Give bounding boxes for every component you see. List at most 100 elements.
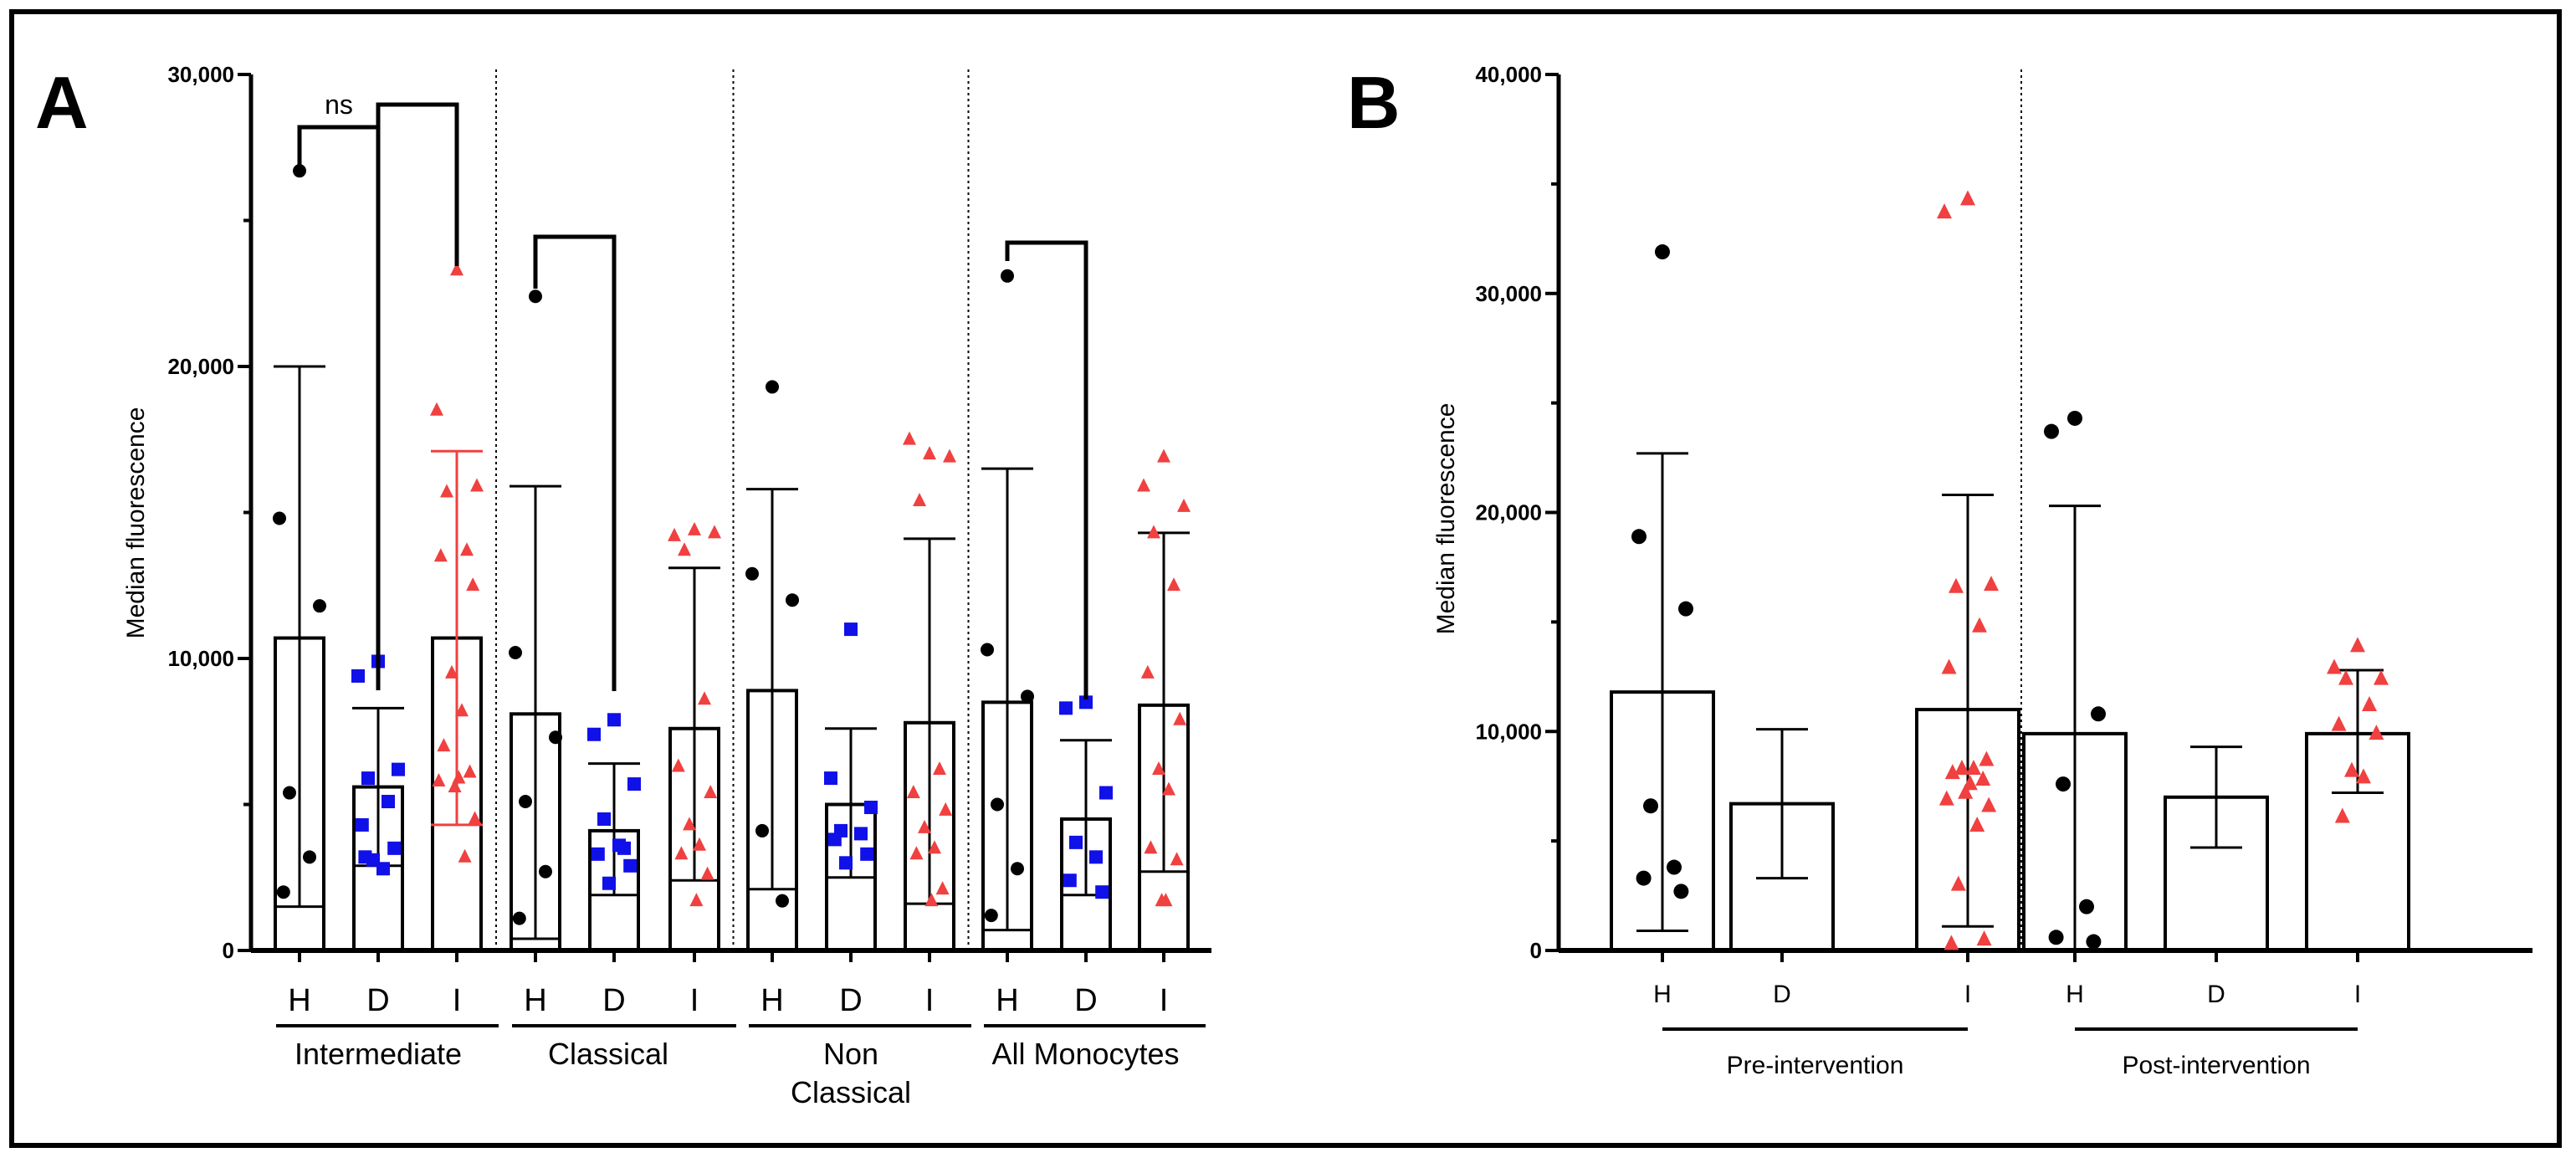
data-point-i	[1157, 448, 1170, 463]
data-point-h	[1667, 859, 1682, 875]
data-point-h	[519, 795, 532, 809]
data-point-h	[2079, 899, 2094, 914]
data-point-d	[587, 727, 601, 741]
data-point-i	[2362, 696, 2377, 712]
x-tick-label: I	[690, 983, 699, 1018]
data-point-d	[351, 669, 365, 683]
data-point-i	[463, 764, 477, 778]
data-point-i	[698, 691, 711, 705]
data-point-i	[1950, 875, 1966, 891]
y-tick-label: 20,000	[1475, 500, 1542, 525]
data-point-i	[445, 664, 458, 679]
data-point-d	[591, 847, 605, 861]
data-point-i	[1938, 790, 1954, 806]
panel-b-plot: 0 10,000 20,000 30,000 40,000 H D I Pre-interven…	[1475, 62, 2532, 1079]
data-point-i	[466, 577, 480, 592]
x-tick-label: D	[839, 983, 862, 1018]
group-label: Pre-intervention	[1727, 1052, 1904, 1079]
data-point-d	[1089, 850, 1103, 864]
data-point-i	[693, 837, 706, 851]
data-point-i	[452, 770, 466, 784]
data-point-h	[745, 566, 759, 581]
data-point-i	[688, 521, 701, 535]
x-tick-label: I	[1964, 981, 1971, 1008]
data-point-i	[689, 893, 704, 907]
data-point-d	[361, 771, 375, 786]
data-point-i	[2374, 669, 2389, 685]
x-tick-label: I	[1160, 983, 1169, 1018]
data-point-h	[1021, 689, 1034, 704]
y-tick-label: 40,000	[1475, 62, 1542, 87]
data-point-h	[276, 885, 290, 899]
panel-b-ylabel: Median fluorescence	[1432, 403, 1460, 635]
data-point-i	[913, 492, 926, 506]
data-point-i	[918, 819, 931, 833]
y-tick-label: 30,000	[167, 62, 234, 87]
data-point-h	[273, 511, 286, 525]
x-tick-label: D	[2207, 981, 2225, 1008]
data-point-i	[1979, 750, 1995, 766]
x-tick-label: H	[996, 983, 1018, 1018]
data-point-i	[1960, 190, 1975, 206]
data-point-d	[627, 777, 641, 791]
data-point-h	[2091, 706, 2106, 722]
data-point-d	[612, 838, 626, 853]
data-point-i	[460, 542, 474, 556]
data-point-h	[303, 850, 316, 864]
data-point-h	[1655, 244, 1670, 260]
panel-a-plot: 0 10,000 20,000 30,000 H D I Intermediate H D I Cla…	[167, 62, 1211, 1109]
data-point-i	[1144, 840, 1158, 854]
data-point-d	[854, 827, 868, 841]
y-tick-label: 30,000	[1475, 281, 1542, 306]
data-point-i	[1958, 783, 1974, 799]
data-point-h	[529, 289, 542, 304]
significance-label: ns	[325, 90, 353, 120]
data-point-i	[448, 778, 462, 792]
data-point-h	[539, 864, 552, 879]
data-point-i	[906, 784, 920, 798]
x-tick-label: D	[1074, 983, 1097, 1018]
data-point-d	[864, 800, 878, 814]
data-point-i	[1173, 711, 1187, 725]
data-point-i	[1944, 764, 1960, 780]
data-point-i	[440, 484, 453, 498]
data-point-d	[392, 762, 405, 776]
data-point-i	[2356, 768, 2371, 784]
data-point-i	[1944, 935, 1959, 950]
x-tick-label: I	[925, 983, 935, 1018]
x-tick-label: H	[288, 983, 310, 1018]
data-point-i	[1976, 930, 1992, 946]
data-point-d	[387, 841, 402, 855]
data-point-i	[2350, 637, 2365, 653]
data-point-i	[909, 846, 924, 860]
data-point-i	[1140, 664, 1155, 679]
data-point-i	[450, 262, 463, 276]
data-point-i	[708, 525, 721, 539]
y-tick-label: 10,000	[167, 646, 234, 671]
panel-label-a: A	[35, 61, 89, 144]
data-point-d	[355, 817, 369, 832]
data-point-d	[358, 850, 372, 864]
data-point-h	[313, 599, 326, 613]
data-point-i	[935, 881, 950, 895]
data-point-i	[1966, 759, 1981, 775]
data-point-i	[924, 893, 939, 907]
data-point-h	[2056, 776, 2071, 792]
data-point-i	[1975, 771, 1991, 786]
data-point-i	[468, 811, 482, 825]
data-point-i	[700, 866, 714, 880]
data-point-d	[1079, 695, 1093, 710]
data-point-d	[1063, 873, 1077, 888]
data-point-i	[1984, 576, 1999, 592]
data-point-h	[766, 380, 779, 394]
data-point-h	[2048, 930, 2064, 945]
data-point-d	[382, 795, 395, 809]
data-point-d	[844, 622, 858, 637]
data-point-d	[1099, 786, 1113, 800]
data-point-i	[1147, 525, 1160, 539]
y-tick-label: 10,000	[1475, 719, 1542, 744]
data-point-i	[2338, 669, 2353, 685]
data-point-h	[512, 911, 526, 925]
data-point-d	[602, 876, 616, 890]
data-point-h	[283, 786, 296, 800]
